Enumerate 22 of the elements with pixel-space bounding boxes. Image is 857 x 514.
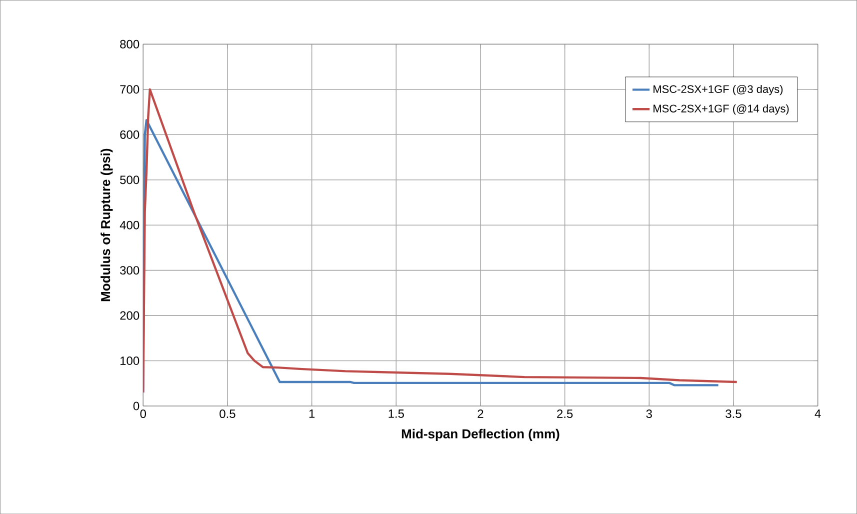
legend-label: MSC-2SX+1GF (@3 days)	[654, 84, 783, 96]
y-tick-label: 400	[120, 220, 140, 230]
x-tick-label: 4	[814, 409, 821, 418]
x-axis-title: Mid-span Deflection (mm)	[402, 428, 560, 441]
y-tick-label: 800	[120, 40, 140, 48]
y-axis-title: Modulus of Rupture (psi)	[100, 148, 113, 302]
x-tick-label: 0.5	[220, 409, 236, 418]
legend-label: MSC-2SX+1GF (@14 days)	[654, 104, 789, 115]
y-tick-label: 300	[120, 266, 140, 274]
y-tick-label: 200	[120, 311, 140, 320]
x-tick-label: 0	[140, 409, 146, 418]
x-tick-label: 2	[478, 409, 484, 418]
x-tick-label: 1	[309, 409, 315, 418]
x-tick-label: 3.5	[726, 409, 742, 418]
y-tick-label: 600	[120, 130, 140, 139]
y-tick-label: 700	[120, 85, 140, 94]
y-tick-label: 100	[120, 356, 140, 365]
y-tick-label: 0	[133, 402, 140, 410]
x-tick-label: 2.5	[557, 409, 573, 418]
x-tick-label: 3	[646, 409, 652, 418]
y-tick-label: 500	[120, 176, 140, 184]
x-tick-label: 1.5	[388, 409, 404, 418]
